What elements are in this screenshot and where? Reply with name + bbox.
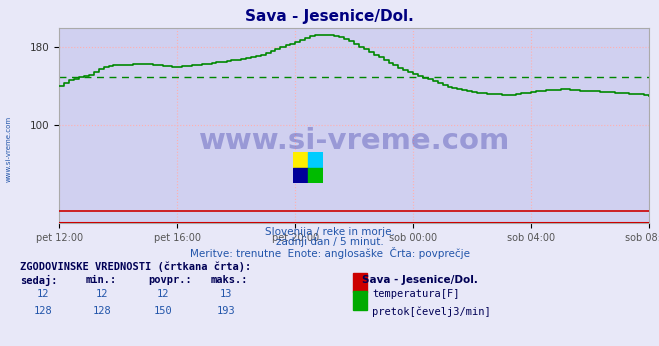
Text: povpr.:: povpr.: — [148, 275, 192, 285]
Text: 12: 12 — [158, 289, 169, 299]
Text: www.si-vreme.com: www.si-vreme.com — [5, 116, 12, 182]
Text: 12: 12 — [96, 289, 108, 299]
Text: min.:: min.: — [86, 275, 117, 285]
Text: ZGODOVINSKE VREDNOSTI (črtkana črta):: ZGODOVINSKE VREDNOSTI (črtkana črta): — [20, 261, 251, 272]
Text: Slovenija / reke in morje.: Slovenija / reke in morje. — [264, 227, 395, 237]
Text: pretok[čevelj3/min]: pretok[čevelj3/min] — [372, 306, 491, 317]
Text: maks.:: maks.: — [211, 275, 248, 285]
Text: Sava - Jesenice/Dol.: Sava - Jesenice/Dol. — [245, 9, 414, 24]
Text: 13: 13 — [220, 289, 232, 299]
Text: 128: 128 — [93, 306, 111, 316]
Bar — [293, 168, 308, 183]
Text: 193: 193 — [217, 306, 235, 316]
Bar — [293, 152, 308, 168]
Text: Meritve: trenutne  Enote: anglosaške  Črta: povprečje: Meritve: trenutne Enote: anglosaške Črta… — [190, 247, 469, 260]
Bar — [308, 168, 323, 183]
Text: 12: 12 — [37, 289, 49, 299]
Text: sedaj:: sedaj: — [20, 275, 57, 286]
Text: www.si-vreme.com: www.si-vreme.com — [198, 127, 510, 155]
Text: temperatura[F]: temperatura[F] — [372, 289, 460, 299]
Text: zadnji dan / 5 minut.: zadnji dan / 5 minut. — [275, 237, 384, 247]
Bar — [308, 152, 323, 168]
Text: Sava - Jesenice/Dol.: Sava - Jesenice/Dol. — [362, 275, 478, 285]
Text: 150: 150 — [154, 306, 173, 316]
Text: 128: 128 — [34, 306, 52, 316]
